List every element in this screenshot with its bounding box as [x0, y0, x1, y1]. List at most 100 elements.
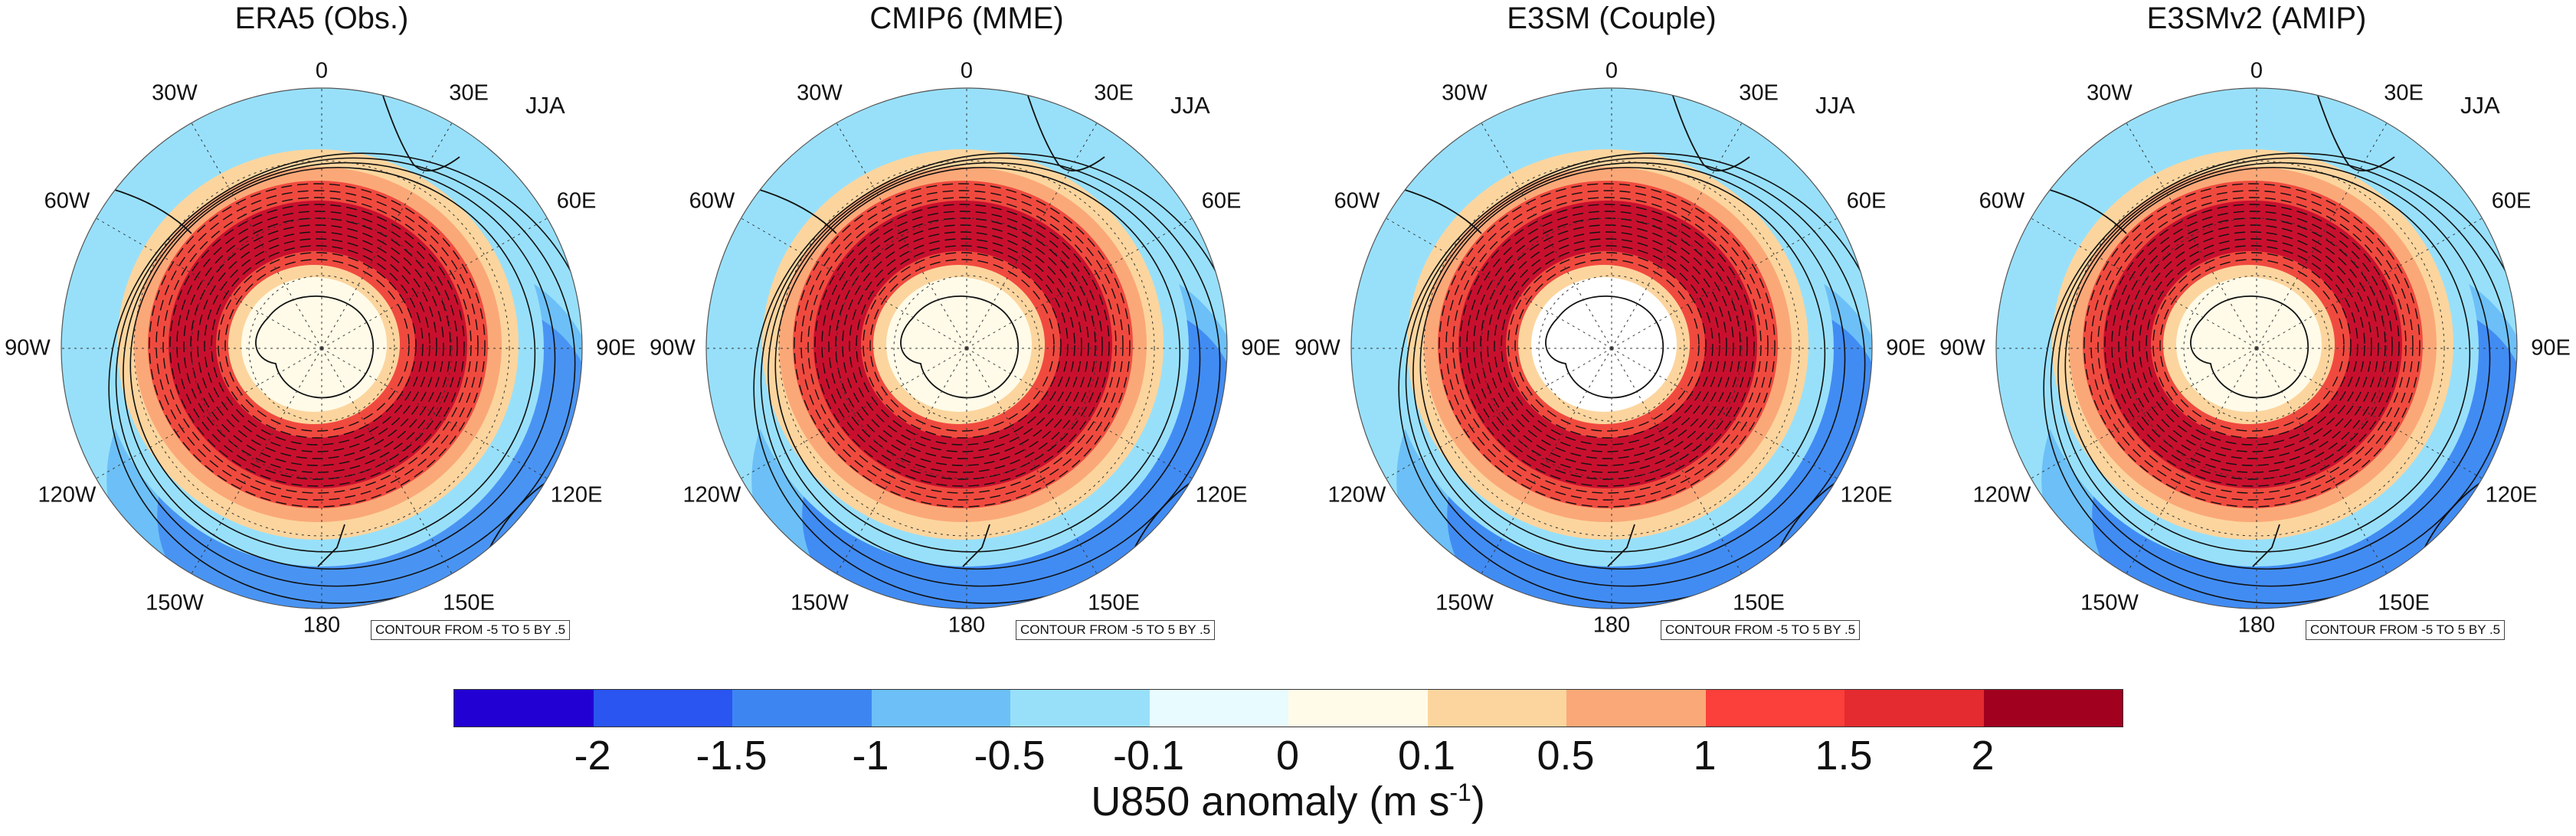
contour-dashed [1439, 183, 1776, 508]
polar-center [241, 277, 387, 412]
contour-solid [1405, 157, 1866, 587]
contour-dashed [1501, 245, 1714, 446]
meridian-gridline [836, 122, 967, 349]
longitude-label: 180 [1592, 612, 1631, 638]
meridian-gridline [2256, 217, 2483, 349]
map-boundary [705, 87, 1228, 609]
contour-dashed [204, 238, 430, 452]
longitude-label: 60W [689, 188, 735, 214]
meridian-gridline [1481, 122, 1612, 349]
latitude-gridline [2183, 275, 2330, 422]
contour-solid [123, 162, 556, 570]
longitude-label: 150W [790, 590, 849, 616]
colorbar-title-text: U850 anomaly (m s [1091, 779, 1450, 825]
longitude-label: 90W [1295, 335, 1340, 361]
contour-solid [768, 162, 1201, 570]
contour-solid [2064, 166, 2471, 553]
contour-dashed [197, 231, 437, 459]
contour-solid [1412, 162, 1846, 570]
meridian-gridline [1611, 217, 1838, 349]
meridian-gridline [321, 217, 548, 349]
contour-dashed [155, 190, 479, 501]
meridian-gridline [191, 348, 322, 574]
polar-map [61, 87, 583, 609]
colorbar-tick-label: 0 [1275, 733, 1300, 779]
longitude-label: 0 [2250, 58, 2263, 83]
map-panel-2: CMIP6 (MME) 0 30E 60E 90E 120E 150E 180 150W 120W… [645, 0, 1288, 651]
meridian-gridline [2126, 122, 2257, 349]
longitude-label: 120E [550, 482, 603, 508]
longitude-label: 90E [1241, 335, 1281, 361]
colorbar-bin [1288, 690, 1428, 727]
longitude-label: 120E [2485, 482, 2538, 508]
longitude-label: 30W [2087, 80, 2132, 106]
map-boundary [1350, 87, 1873, 609]
contour-dashed [821, 211, 1103, 480]
colorbar-bin [732, 690, 872, 727]
longitude-label: 120E [1195, 482, 1248, 508]
longitude-label: 60E [1846, 188, 1887, 214]
map-panel-4: E3SMv2 (AMIP) 0 30E 60E 90E 120E 150E 180 150W 12… [1935, 0, 2576, 651]
contour-dashed [849, 238, 1075, 452]
meridian-gridline [1481, 348, 1612, 574]
meridian-gridline [2256, 348, 2388, 574]
longitude-label: 60E [2491, 188, 2532, 214]
colorbar-tick-label: 1 [1693, 733, 1717, 779]
meridian-gridline [2256, 348, 2483, 479]
meridian-gridline [741, 348, 967, 479]
meridian-gridline [966, 122, 1098, 349]
contour-dashed [224, 259, 410, 432]
contour-dashed [1452, 197, 1762, 494]
latitude-gridline [1423, 160, 1800, 537]
meridian-gridline [2031, 217, 2257, 349]
longitude-label: 60E [556, 188, 597, 214]
meridian-gridline [966, 217, 1193, 349]
longitude-label: 180 [948, 612, 986, 638]
contour-dashed [211, 245, 424, 446]
contour-dashed [835, 224, 1089, 466]
contour-dashed [2083, 183, 2421, 508]
polar-center [1531, 277, 1677, 412]
contour-dashed [2139, 238, 2365, 452]
longitude-label: 30E [2384, 80, 2424, 106]
latitude-gridline [893, 275, 1040, 422]
contour-solid [774, 166, 1181, 553]
colorbar-bin [871, 690, 1010, 727]
contour-dashed [1507, 252, 1707, 439]
meridian-gridline [1611, 348, 1743, 574]
longitude-label: 180 [303, 612, 341, 638]
contour-dashed [218, 252, 417, 439]
contour-solid [760, 157, 1221, 587]
polar-map [705, 87, 1228, 609]
contour-dashed [2090, 190, 2414, 501]
meridian-gridline [2031, 348, 2257, 479]
colorbar-tick-label: -2 [574, 733, 611, 779]
meridian-gridline [966, 348, 1193, 479]
africa-coastline [1672, 95, 1750, 171]
meridian-gridline [1386, 348, 1612, 479]
map-boundary [1995, 87, 2518, 609]
colorbar-bin [1983, 690, 2123, 727]
longitude-label: 150E [1733, 590, 1785, 616]
longitude-label: 30W [152, 80, 198, 106]
colorbar-tick-label: 0.1 [1397, 733, 1456, 779]
latitude-gridline [1538, 275, 1685, 422]
contour-dashed [1514, 259, 1700, 432]
longitude-label: 90W [1939, 335, 1985, 361]
latitude-gridline [133, 160, 510, 537]
contour-dashed [794, 183, 1131, 508]
colorbar-tick-label: 1.5 [1815, 733, 1873, 779]
longitude-label: 120W [682, 482, 741, 508]
colorbar-bin [1844, 690, 1984, 727]
panel-title: E3SMv2 (AMIP) [2146, 2, 2367, 35]
longitude-label: 150E [443, 590, 495, 616]
contour-note: CONTOUR FROM -5 TO 5 BY .5 [1661, 620, 1861, 640]
contour-dashed [2132, 231, 2372, 459]
map-panel-3: E3SM (Couple) 0 30E 60E 90E 120E 150E 180 150W 12… [1290, 0, 1933, 651]
latitude-gridline [778, 160, 1155, 537]
colorbar-tick-label: -0.5 [974, 733, 1046, 779]
contour-note: CONTOUR FROM -5 TO 5 BY .5 [371, 620, 571, 640]
polar-map [1995, 87, 2518, 609]
contour-dashed [169, 204, 465, 487]
contour-dashed [1494, 238, 1720, 452]
